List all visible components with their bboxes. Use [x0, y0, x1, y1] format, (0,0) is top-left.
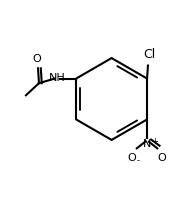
Text: NH: NH: [49, 73, 66, 83]
Text: N: N: [143, 139, 151, 149]
Text: O: O: [128, 153, 137, 163]
Text: O: O: [33, 54, 41, 64]
Text: -: -: [137, 156, 140, 165]
Text: Cl: Cl: [144, 48, 156, 61]
Text: O: O: [158, 153, 166, 163]
Text: +: +: [151, 137, 158, 146]
